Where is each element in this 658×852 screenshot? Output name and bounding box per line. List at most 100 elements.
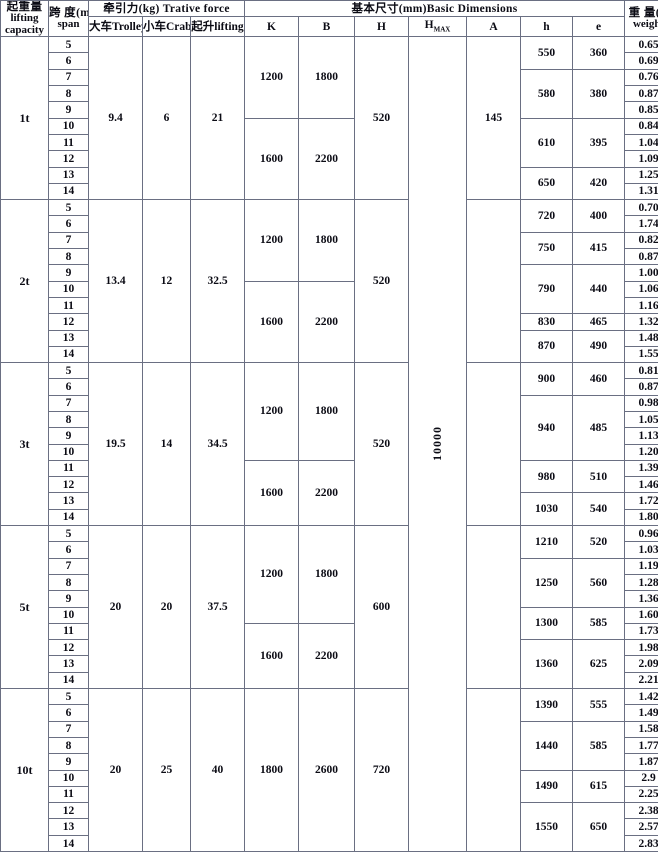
cell-span: 10 — [49, 607, 89, 623]
header-row-sub: 大车Trolley 小车Crab 起升lifting K B H HMAX A … — [1, 17, 658, 37]
cell-e: 465 — [573, 314, 625, 330]
cell-h: 720 — [355, 689, 409, 852]
cell-weight: 1.87 — [625, 754, 658, 770]
header-trolley: 大车Trolley — [89, 17, 143, 37]
cell-k: 1600 — [245, 281, 299, 362]
cell-weight: 1.98 — [625, 640, 658, 656]
cell-e: 510 — [573, 460, 625, 493]
cell-span: 9 — [49, 754, 89, 770]
cell-b: 2200 — [299, 460, 355, 525]
cell-b: 1800 — [299, 200, 355, 281]
cell-e: 555 — [573, 689, 625, 722]
cell-h-small: 1030 — [521, 493, 573, 526]
cell-h-small: 1390 — [521, 689, 573, 722]
cell-span: 5 — [49, 363, 89, 379]
cell-weight: 1.09 — [625, 151, 658, 167]
cell-k: 1200 — [245, 200, 299, 281]
cell-a — [467, 200, 521, 363]
header-hmax-subscript: MAX — [434, 26, 451, 34]
cell-h-small: 1360 — [521, 640, 573, 689]
cell-h-small: 1440 — [521, 721, 573, 770]
cell-weight: 1.03 — [625, 542, 658, 558]
cell-span: 5 — [49, 526, 89, 542]
cell-weight: 1.48 — [625, 330, 658, 346]
cell-weight: 1.31 — [625, 183, 658, 199]
cell-k: 1600 — [245, 460, 299, 525]
cell-h-small: 790 — [521, 265, 573, 314]
cell-weight: 1.32 — [625, 314, 658, 330]
cell-weight: 1.49 — [625, 705, 658, 721]
header-b: B — [299, 17, 355, 37]
cell-lifting-capacity: 10t — [1, 689, 49, 852]
cell-weight: 0.87 — [625, 379, 658, 395]
cell-span: 6 — [49, 216, 89, 232]
cell-a — [467, 689, 521, 852]
cell-span: 8 — [49, 249, 89, 265]
cell-h-small: 550 — [521, 37, 573, 70]
cell-h-small: 900 — [521, 363, 573, 396]
header-lifting: 起升lifting — [191, 17, 245, 37]
cell-trolley: 19.5 — [89, 363, 143, 526]
cell-weight: 1.20 — [625, 444, 658, 460]
cell-e: 415 — [573, 232, 625, 265]
cell-span: 14 — [49, 672, 89, 688]
cell-k: 1200 — [245, 37, 299, 118]
cell-b: 1800 — [299, 37, 355, 118]
cell-b: 1800 — [299, 526, 355, 624]
cell-weight: 1.04 — [625, 134, 658, 150]
cell-crab: 25 — [143, 689, 191, 852]
cell-h-small: 1250 — [521, 558, 573, 607]
table-row: 1t59.462112001800520100001455503600.650.… — [1, 37, 658, 53]
header-tractive-force-group: 牵引力(kg) Trative force — [89, 1, 245, 17]
cell-weight: 1.00 — [625, 265, 658, 281]
cell-weight: 1.25 — [625, 167, 658, 183]
cell-weight: 2.21 — [625, 672, 658, 688]
cell-crab: 14 — [143, 363, 191, 526]
cell-crab: 6 — [143, 37, 191, 200]
cell-span: 10 — [49, 444, 89, 460]
cell-span: 14 — [49, 835, 89, 852]
cell-span: 11 — [49, 297, 89, 313]
cell-weight: 1.28 — [625, 574, 658, 590]
cell-e: 615 — [573, 770, 625, 803]
cell-weight: 2.57 — [625, 819, 658, 835]
cell-h: 520 — [355, 200, 409, 363]
cell-span: 7 — [49, 721, 89, 737]
cell-e: 440 — [573, 265, 625, 314]
cell-span: 12 — [49, 640, 89, 656]
cell-weight: 0.82 — [625, 232, 658, 248]
cell-span: 8 — [49, 737, 89, 753]
cell-h-small: 980 — [521, 460, 573, 493]
cell-crab: 20 — [143, 526, 191, 689]
cell-lifting-capacity: 5t — [1, 526, 49, 689]
cell-trolley: 13.4 — [89, 200, 143, 363]
cell-h: 520 — [355, 363, 409, 526]
header-lifting-capacity: 起重量 lifting capacity — [1, 1, 49, 37]
cell-weight: 1.58 — [625, 721, 658, 737]
cell-h-small: 610 — [521, 118, 573, 167]
cell-weight: 1.55 — [625, 346, 658, 362]
cell-e: 520 — [573, 526, 625, 559]
cell-weight: 1.74 — [625, 216, 658, 232]
cell-h-small: 650 — [521, 167, 573, 200]
cell-h-small: 720 — [521, 200, 573, 233]
cell-lifting-capacity: 3t — [1, 363, 49, 526]
cell-span: 6 — [49, 542, 89, 558]
cell-span: 14 — [49, 346, 89, 362]
cell-weight: 2.9 — [625, 770, 658, 786]
cell-span: 9 — [49, 591, 89, 607]
cell-weight: 2.83 — [625, 835, 658, 852]
cell-span: 13 — [49, 330, 89, 346]
header-hmax-letter: H — [425, 19, 434, 31]
cell-span: 7 — [49, 69, 89, 85]
header-h: H — [355, 17, 409, 37]
cell-span: 8 — [49, 86, 89, 102]
cell-span: 6 — [49, 53, 89, 69]
cell-a: 145 — [467, 37, 521, 200]
cell-lifting: 34.5 — [191, 363, 245, 526]
cell-span: 13 — [49, 819, 89, 835]
cell-b: 2200 — [299, 623, 355, 688]
